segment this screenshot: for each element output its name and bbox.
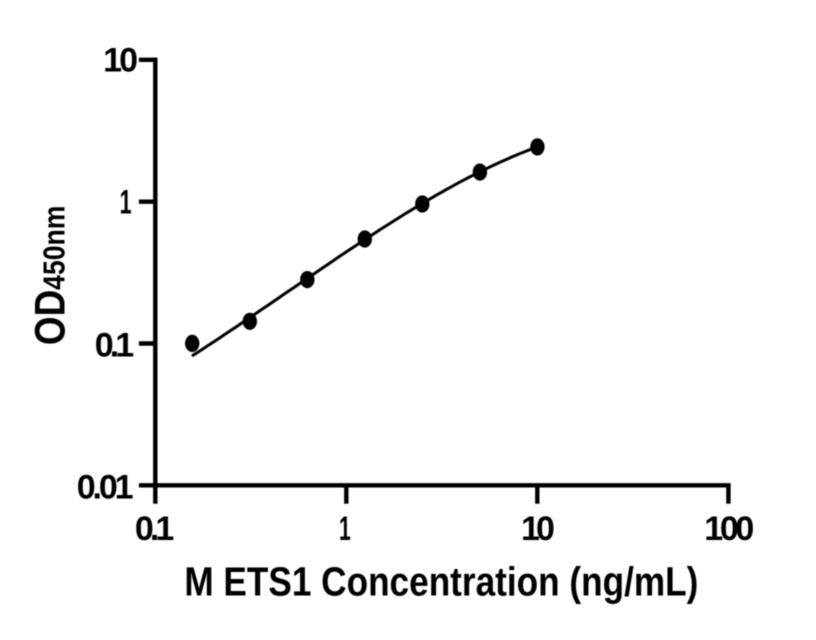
svg-text:100: 100 xyxy=(704,510,754,548)
svg-text:1: 1 xyxy=(339,509,351,547)
svg-text:0.01: 0.01 xyxy=(77,468,134,506)
svg-text:10: 10 xyxy=(521,510,555,548)
svg-text:1: 1 xyxy=(120,183,132,221)
svg-text:M ETS1 Concentration (ng/mL): M ETS1 Concentration (ng/mL) xyxy=(184,559,698,605)
svg-text:10: 10 xyxy=(103,42,138,80)
svg-text:0.1: 0.1 xyxy=(95,326,134,364)
svg-text:0.1: 0.1 xyxy=(135,510,174,548)
